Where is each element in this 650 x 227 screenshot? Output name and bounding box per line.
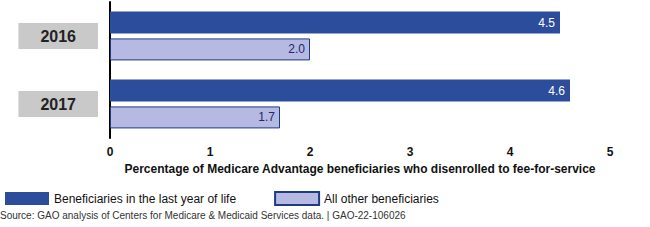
svg-text:2: 2	[307, 145, 314, 159]
svg-text:0: 0	[107, 145, 114, 159]
svg-text:All other beneficiaries: All other beneficiaries	[324, 192, 439, 206]
svg-text:4.5: 4.5	[538, 16, 555, 30]
svg-text:2.0: 2.0	[288, 42, 305, 56]
svg-text:2017: 2017	[40, 96, 76, 113]
svg-text:Beneficiaries in the last year: Beneficiaries in the last year of life	[54, 192, 236, 206]
svg-text:2016: 2016	[40, 28, 76, 45]
svg-text:4.6: 4.6	[548, 84, 565, 98]
svg-text:1.7: 1.7	[258, 110, 275, 124]
svg-text:Source: GAO analysis of Center: Source: GAO analysis of Centers for Medi…	[0, 210, 406, 221]
svg-text:Percentage of Medicare Advanta: Percentage of Medicare Advantage benefic…	[124, 162, 595, 176]
svg-text:3: 3	[407, 145, 414, 159]
svg-text:5: 5	[607, 145, 614, 159]
svg-text:4: 4	[507, 145, 514, 159]
svg-text:1: 1	[207, 145, 214, 159]
